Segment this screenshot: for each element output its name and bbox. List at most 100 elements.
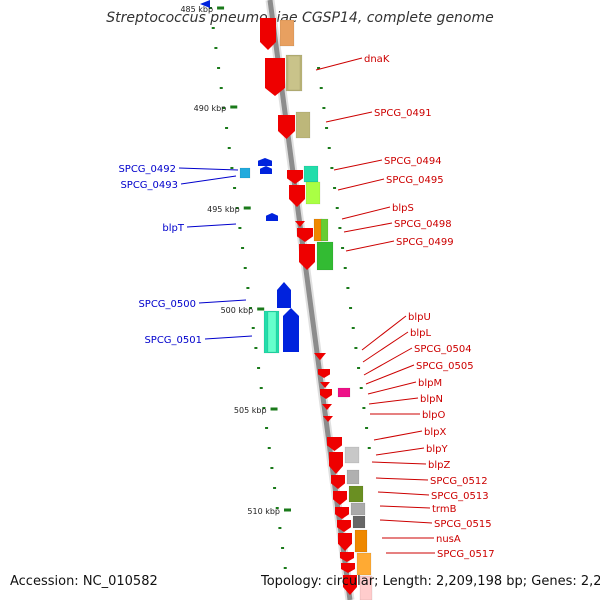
tick-layer: 485 kbp 490 kbp 495 kbp 500 kbp 505 kbp 510 k… xyxy=(180,5,371,569)
gene-box xyxy=(295,111,311,139)
gene-arrow-minus xyxy=(333,491,347,505)
scale-label: 505 kbp xyxy=(234,406,267,415)
gene-box xyxy=(359,575,373,600)
leader-line xyxy=(377,491,430,496)
leader-line xyxy=(362,331,409,363)
leader-line xyxy=(379,519,433,524)
gene-label: SPCG_0517 xyxy=(437,549,495,560)
gene-box xyxy=(356,552,372,576)
gene-arrow-plus xyxy=(283,308,299,352)
gene-box xyxy=(305,181,321,205)
scale-label: 490 kbp xyxy=(194,104,227,113)
gene-arrow-minus xyxy=(287,170,303,184)
leader-line xyxy=(375,447,425,456)
leader-line xyxy=(315,57,363,71)
genome-summary: Topology: circular; Length: 2,209,198 bp… xyxy=(261,574,600,589)
leader-line xyxy=(368,397,419,405)
leader-line xyxy=(204,335,253,340)
gene-label: SPCG_0499 xyxy=(396,237,454,248)
gene-label: blpO xyxy=(422,410,445,421)
gene-arrow-minus xyxy=(331,475,345,489)
gene-label: SPCG_0505 xyxy=(416,361,474,372)
leader-line xyxy=(343,222,393,233)
gene-label: nusA xyxy=(436,534,461,545)
leader-line xyxy=(367,381,417,395)
feature-layer xyxy=(200,0,373,600)
gene-arrow-minus xyxy=(314,353,326,361)
leader-line xyxy=(186,223,237,228)
gene-box xyxy=(320,218,329,242)
gene-label: SPCG_0491 xyxy=(374,108,432,119)
accession-text: Accession: NC_010582 xyxy=(10,574,158,589)
gene-arrow-minus xyxy=(329,452,343,474)
gene-arrow-plus xyxy=(260,166,272,174)
leader-line xyxy=(178,167,239,171)
gene-arrow-minus xyxy=(338,533,352,551)
gene-label: blpT xyxy=(162,223,184,234)
gene-box xyxy=(337,387,351,398)
gene-box xyxy=(354,529,368,553)
map-title: Streptococcus pneumoniae CGSP14, complet… xyxy=(106,10,494,26)
gene-arrow-minus xyxy=(299,244,315,270)
gene-label: blpU xyxy=(408,312,431,323)
gene-arrow-plus xyxy=(258,158,272,166)
gene-box xyxy=(316,241,334,271)
scale-label: 500 kbp xyxy=(221,306,254,315)
gene-label: SPCG_0513 xyxy=(431,491,489,502)
gene-arrow-minus xyxy=(341,563,355,573)
gene-arrow-plus xyxy=(266,213,278,221)
gene-box xyxy=(239,167,251,179)
gene-label: SPCG_0504 xyxy=(414,344,472,355)
gene-label: blpN xyxy=(420,394,443,405)
gene-label: SPCG_0494 xyxy=(384,156,442,167)
scale-label: 495 kbp xyxy=(207,205,240,214)
gene-arrow-minus xyxy=(323,416,333,422)
gene-label: blpL xyxy=(410,328,431,339)
gene-arrow-minus xyxy=(335,507,349,519)
gene-label: dnaK xyxy=(364,54,390,65)
leader-line xyxy=(345,240,395,252)
gene-arrow-minus xyxy=(340,552,354,562)
gene-label: SPCG_0498 xyxy=(394,219,452,230)
gene-arrow-minus xyxy=(322,404,332,410)
gene-box xyxy=(352,515,366,529)
gene-label: SPCG_0492 xyxy=(118,164,176,175)
gene-box xyxy=(348,485,364,503)
scale-label: 510 kbp xyxy=(247,507,280,516)
gene-label: blpZ xyxy=(428,460,450,471)
scale-label: 485 kbp xyxy=(180,5,213,14)
gene-arrow-minus xyxy=(318,369,330,378)
gene-arrow-minus xyxy=(265,58,285,96)
gene-label: SPCG_0493 xyxy=(120,180,178,191)
gene-label: trmB xyxy=(432,504,457,515)
leader-line xyxy=(198,299,247,304)
gene-box xyxy=(346,469,360,485)
gene-arrow-minus xyxy=(278,115,295,139)
gene-box xyxy=(267,311,277,353)
gene-label: blpY xyxy=(426,444,448,455)
gene-arrow-minus xyxy=(320,389,332,399)
gene-box xyxy=(303,165,319,183)
gene-box xyxy=(279,19,295,47)
leader-line xyxy=(371,461,427,465)
gene-label: SPCG_0515 xyxy=(434,519,492,530)
gene-label: SPCG_0501 xyxy=(144,335,202,346)
gene-arrow-minus xyxy=(289,185,305,207)
gene-arrow-minus xyxy=(297,228,313,242)
gene-arrow-minus xyxy=(260,18,276,50)
leader-line xyxy=(333,159,383,171)
gene-arrow-minus xyxy=(343,575,357,595)
leader-line xyxy=(180,175,237,185)
gene-box xyxy=(287,55,301,91)
gene-arrow-minus xyxy=(327,437,342,451)
gene-label: SPCG_0500 xyxy=(138,299,196,310)
leader-line xyxy=(379,505,431,509)
gene-arrow-minus xyxy=(337,520,351,532)
gene-arrow-minus xyxy=(320,382,330,388)
leader-line xyxy=(325,111,373,123)
gene-box xyxy=(344,446,360,464)
gene-label: blpM xyxy=(418,378,442,389)
gene-label: blpS xyxy=(392,203,414,214)
leader-line xyxy=(361,315,407,351)
